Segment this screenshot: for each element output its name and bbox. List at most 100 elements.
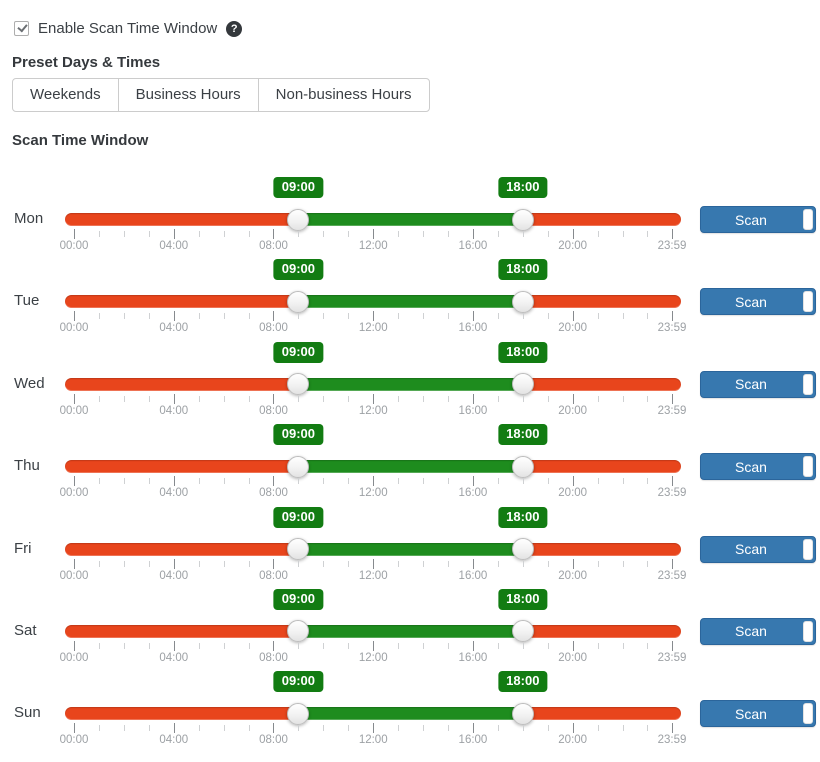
scan-toggle[interactable]: Scan: [700, 206, 816, 233]
to-time-handle[interactable]: [511, 538, 534, 561]
minor-tick: [448, 725, 449, 732]
slider-track[interactable]: [65, 460, 681, 474]
scan-toggle-label: Scan: [735, 541, 767, 558]
major-tick: [273, 640, 275, 651]
to-time-badge: 18:00: [498, 588, 548, 610]
time-range-slider: 09:00 18:00 00:00 04:00 08:00 12:00 16:00 20:…: [60, 506, 686, 583]
major-tick: [273, 229, 275, 239]
minor-tick: [98, 642, 100, 649]
tick-label: 04:00: [159, 240, 189, 252]
major-tick: [373, 558, 375, 569]
minor-tick: [298, 560, 300, 567]
major-tick: [373, 640, 375, 651]
scan-toggle[interactable]: Scan: [700, 700, 816, 728]
scan-toggle-knob[interactable]: [803, 538, 813, 560]
minor-tick: [198, 313, 200, 320]
tick-label: 08:00: [259, 569, 288, 582]
minor-tick: [248, 395, 250, 402]
to-time-handle[interactable]: [511, 290, 534, 313]
scan-toggle-knob[interactable]: [803, 456, 813, 478]
minor-tick: [123, 313, 125, 320]
time-range-slider: 09:00 18:00 00:00 04:00 08:00 12:00 16:00 20:…: [60, 424, 686, 500]
minor-tick: [547, 478, 549, 485]
minor-tick: [198, 642, 200, 649]
time-axis-labels: 00:00 04:00 08:00 12:00 16:00 20:00 23:59: [60, 734, 687, 747]
tick-label: 12:00: [358, 404, 388, 417]
question-circle-icon[interactable]: ?: [226, 20, 243, 37]
scan-toggle-knob[interactable]: [803, 373, 813, 395]
minor-tick: [248, 313, 250, 320]
to-time-handle[interactable]: [511, 373, 534, 396]
minor-tick: [647, 478, 649, 485]
scan-toggle-knob[interactable]: [803, 291, 813, 313]
scan-toggle-knob[interactable]: [803, 209, 813, 230]
tick-label: 08:00: [259, 404, 288, 417]
preset-non-business-hours-button[interactable]: Non-business Hours: [257, 78, 430, 112]
scan-toggle[interactable]: Scan: [700, 453, 816, 481]
minor-tick: [223, 725, 225, 732]
to-time-handle[interactable]: [511, 208, 534, 231]
from-time-handle[interactable]: [287, 455, 310, 478]
major-tick: [572, 723, 574, 734]
minor-tick: [448, 231, 449, 237]
scan-toggle-knob[interactable]: [803, 703, 813, 725]
tick-label: 12:00: [358, 322, 388, 335]
tick-label: 00:00: [59, 487, 89, 500]
major-tick: [173, 393, 175, 404]
major-tick: [672, 229, 673, 239]
from-time-handle[interactable]: [287, 208, 310, 231]
scan-toggle[interactable]: Scan: [700, 617, 816, 645]
scan-toggle-label: Scan: [735, 705, 767, 722]
scan-toggle-knob[interactable]: [803, 620, 813, 642]
from-time-handle[interactable]: [287, 538, 310, 561]
slider-track[interactable]: [65, 377, 681, 391]
preset-weekends-button[interactable]: Weekends: [12, 78, 119, 112]
major-tick: [74, 558, 75, 569]
minor-tick: [248, 560, 250, 567]
minor-tick: [522, 560, 524, 567]
tick-label: 23:59: [657, 404, 687, 417]
major-tick: [373, 311, 375, 322]
minor-tick: [647, 560, 649, 567]
scan-toggle[interactable]: Scan: [700, 370, 816, 398]
from-time-handle[interactable]: [287, 290, 310, 313]
to-time-handle[interactable]: [511, 620, 534, 643]
minor-tick: [148, 560, 150, 567]
minor-tick: [248, 725, 250, 732]
from-time-handle[interactable]: [287, 620, 310, 643]
minor-tick: [148, 725, 150, 732]
major-tick: [672, 723, 673, 734]
tick-label: 20:00: [558, 240, 588, 252]
minor-tick: [597, 725, 599, 732]
enable-scan-time-window-checkbox[interactable]: [14, 21, 29, 36]
minor-tick: [497, 313, 499, 320]
minor-tick: [622, 642, 624, 649]
minor-tick: [448, 560, 449, 567]
to-time-handle[interactable]: [511, 455, 534, 478]
minor-tick: [423, 642, 425, 649]
slider-track[interactable]: [65, 295, 681, 309]
time-range-slider: 09:00 18:00 00:00 04:00 08:00 12:00 16:00 20:…: [60, 177, 686, 253]
to-time-handle[interactable]: [511, 702, 534, 725]
scan-toggle[interactable]: Scan: [700, 535, 816, 563]
slider-track[interactable]: [65, 542, 681, 556]
minor-tick: [522, 725, 524, 732]
day-label: Tue: [14, 292, 40, 310]
minor-tick: [198, 231, 200, 237]
slider-track[interactable]: [65, 624, 681, 638]
slider-track[interactable]: [65, 213, 681, 226]
minor-tick: [647, 395, 649, 402]
from-time-handle[interactable]: [287, 373, 310, 396]
scan-toggle[interactable]: Scan: [700, 288, 816, 316]
slider-track[interactable]: [65, 707, 681, 721]
tick-label: 04:00: [159, 569, 189, 582]
minor-tick: [547, 560, 549, 567]
major-tick: [572, 640, 574, 651]
major-tick: [572, 558, 574, 569]
preset-business-hours-button[interactable]: Business Hours: [117, 78, 259, 112]
from-time-handle[interactable]: [287, 702, 310, 725]
day-label: Sat: [14, 621, 37, 639]
minor-tick: [622, 478, 624, 485]
time-range-slider: 09:00 18:00 00:00 04:00 08:00 12:00 16:00 20:…: [60, 671, 687, 747]
major-tick: [273, 393, 275, 404]
